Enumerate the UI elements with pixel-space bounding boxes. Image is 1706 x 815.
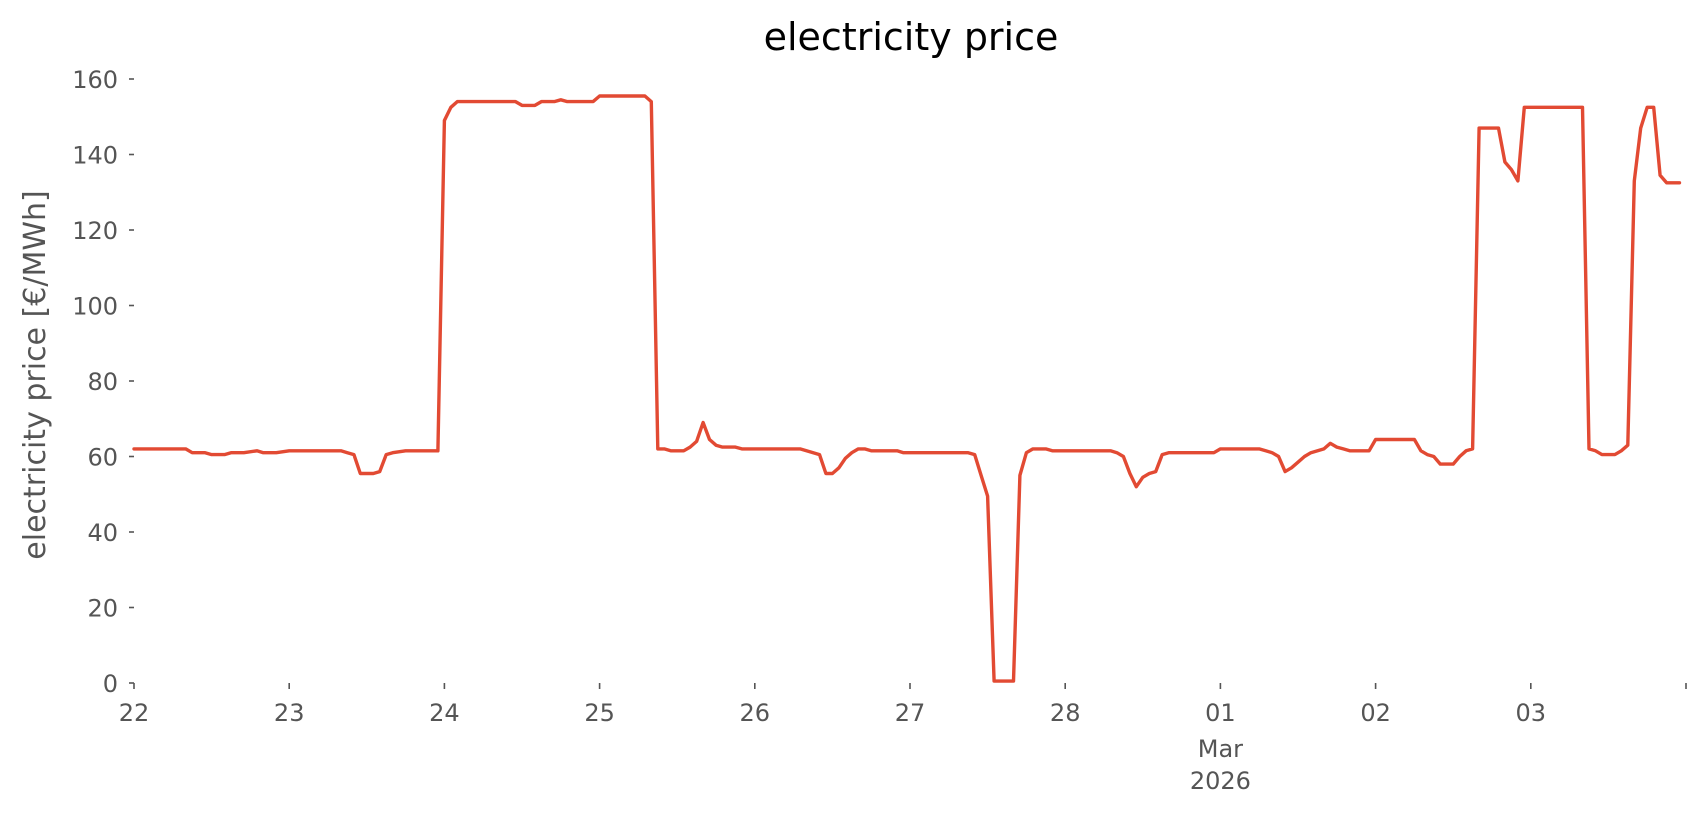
x-tick-label: 24 [429, 699, 460, 727]
y-tick-label: 100 [72, 293, 118, 321]
x-tick-label: 28 [1050, 699, 1081, 727]
x-tick-label: 03 [1516, 699, 1547, 727]
y-tick-label: 40 [87, 519, 118, 547]
x-tick-label: 26 [740, 699, 771, 727]
y-axis-label: electricity price [€/MWh] [18, 190, 53, 559]
y-tick-label: 60 [87, 444, 118, 472]
x-tick-label: 01 [1205, 699, 1236, 727]
x-axis: 22 23 24 25 26 27 28 01 Mar 2026 02 03 [119, 683, 1687, 795]
plot-area [132, 94, 1682, 683]
y-tick-label: 120 [72, 217, 118, 245]
price-line [132, 94, 1682, 683]
y-axis: 0 20 40 60 80 100 120 140 160 [72, 66, 134, 698]
x-tick-label: 23 [274, 699, 305, 727]
x-tick-label: 27 [895, 699, 926, 727]
y-tick-label: 160 [72, 66, 118, 94]
x-tick-label: 22 [119, 699, 150, 727]
y-tick-label: 140 [72, 142, 118, 170]
x-tick-label: 02 [1360, 699, 1391, 727]
y-tick-label: 0 [103, 670, 118, 698]
x-tick-label: 25 [584, 699, 615, 727]
y-tick-label: 20 [87, 595, 118, 623]
x-tick-sublabel: Mar [1198, 735, 1243, 763]
y-tick-label: 80 [87, 368, 118, 396]
chart-title: electricity price [764, 15, 1059, 59]
x-tick-sublabel2: 2026 [1190, 767, 1251, 795]
